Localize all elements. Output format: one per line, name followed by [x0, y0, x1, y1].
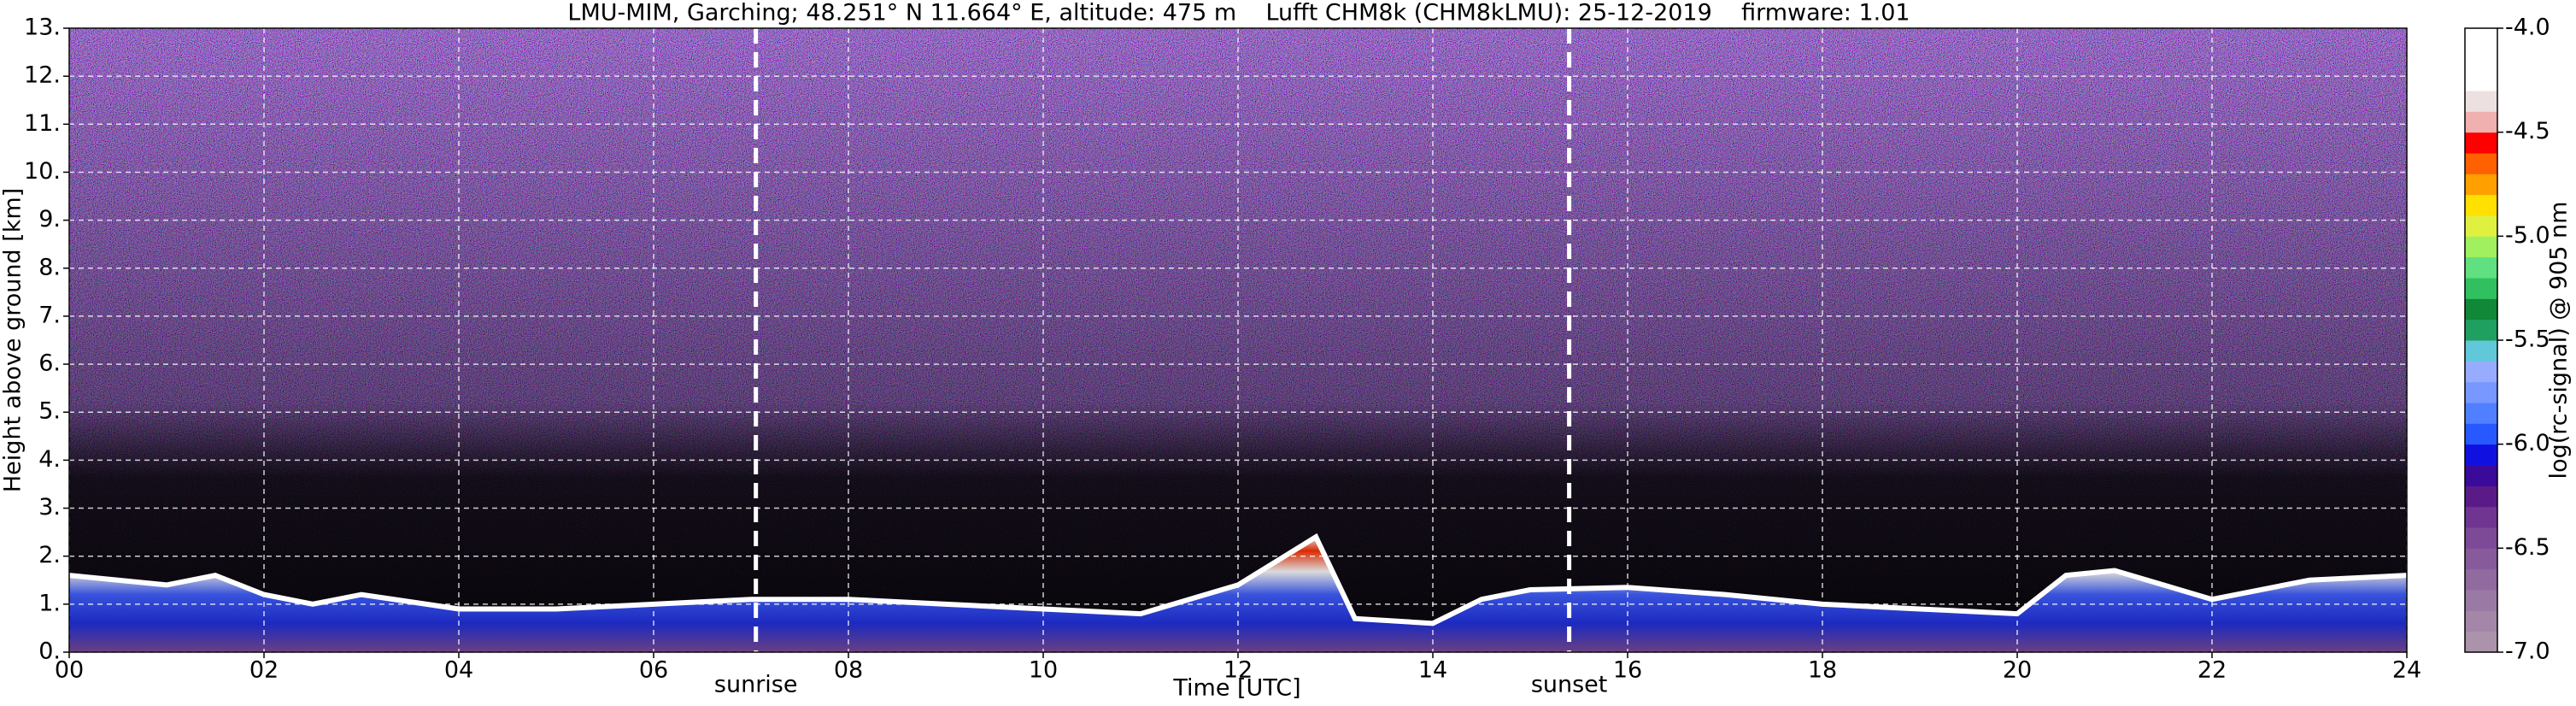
annotation-label: sunset: [1531, 672, 1608, 698]
colorbar-tick-label: -7.0: [2505, 638, 2550, 665]
colorbar-swatch: [2465, 28, 2497, 50]
y-axis-label: Height above ground [km]: [0, 188, 26, 492]
x-tick-label: 02: [249, 657, 279, 684]
y-tick-label: 5.: [38, 398, 61, 425]
colorbar-tick-label: -5.5: [2505, 327, 2550, 353]
colorbar-tick-label: -5.0: [2505, 222, 2550, 249]
colorbar-swatch: [2465, 381, 2497, 403]
colorbar-swatch: [2465, 527, 2497, 549]
colorbar-swatch: [2465, 590, 2497, 611]
x-tick-label: 12: [1223, 657, 1253, 684]
colorbar-swatch: [2465, 485, 2497, 508]
colorbar-swatch: [2465, 610, 2497, 632]
y-tick-label: 10.: [24, 158, 61, 185]
y-tick-label: 1.: [38, 590, 61, 616]
colorbar-swatch: [2465, 298, 2497, 321]
y-tick-label: 13.: [24, 15, 61, 41]
x-tick-label: 06: [639, 657, 668, 684]
colorbar-tick-label: -4.0: [2505, 15, 2550, 41]
x-tick-label: 10: [1029, 657, 1058, 684]
colorbar-swatch: [2465, 49, 2497, 71]
y-tick-label: 7.: [38, 302, 61, 328]
colorbar-swatch: [2465, 403, 2497, 424]
colorbar-tick-label: -6.0: [2505, 430, 2550, 456]
colorbar-swatch: [2465, 278, 2497, 299]
colorbar-swatch: [2465, 132, 2497, 154]
colorbar-swatch: [2465, 236, 2497, 258]
y-tick-label: 0.: [38, 638, 61, 665]
colorbar-swatch: [2465, 215, 2497, 237]
y-tick-label: 3.: [38, 494, 61, 521]
colorbar-swatch: [2465, 256, 2497, 279]
colorbar-swatch: [2465, 548, 2497, 570]
colorbar-tick-label: -4.5: [2505, 118, 2550, 144]
colorbar-tick-label: -6.5: [2505, 534, 2550, 561]
y-tick-label: 6.: [38, 350, 61, 377]
colorbar-swatch: [2465, 423, 2497, 445]
x-tick-label: 16: [1613, 657, 1642, 684]
x-tick-label: 18: [1808, 657, 1837, 684]
x-tick-label: 08: [834, 657, 863, 684]
colorbar-swatch: [2465, 568, 2497, 591]
colorbar-swatch: [2465, 444, 2497, 466]
colorbar-swatch: [2465, 361, 2497, 383]
colorbar-swatch: [2465, 69, 2497, 91]
y-tick-label: 11.: [24, 110, 61, 137]
x-tick-label: 24: [2392, 657, 2421, 684]
colorbar-swatch: [2465, 465, 2497, 486]
y-tick-label: 9.: [38, 206, 61, 232]
x-tick-label: 22: [2198, 657, 2227, 684]
plot-frame: [68, 27, 2408, 653]
x-tick-label: 00: [55, 657, 84, 684]
y-tick-label: 4.: [38, 446, 61, 473]
x-tick-label: 14: [1418, 657, 1447, 684]
y-tick-label: 12.: [24, 62, 61, 89]
colorbar-swatch: [2465, 631, 2497, 653]
colorbar-swatch: [2465, 194, 2497, 216]
y-tick-label: 8.: [38, 254, 61, 280]
colorbar-swatch: [2465, 111, 2497, 133]
chart-title: LMU-MIM, Garching; 48.251° N 11.664° E, …: [567, 0, 1910, 26]
x-tick-label: 20: [2003, 657, 2032, 684]
colorbar-swatch: [2465, 153, 2497, 174]
x-axis-label: Time [UTC]: [1172, 675, 1300, 702]
colorbar-swatch: [2465, 174, 2497, 196]
colorbar-swatch: [2465, 506, 2497, 528]
colorbar-swatch: [2465, 340, 2497, 362]
annotation-label: sunrise: [714, 672, 798, 698]
colorbar-swatch: [2465, 319, 2497, 341]
colorbar-label: log(rc-signal) @ 905 nm: [2546, 202, 2573, 479]
y-tick-label: 2.: [38, 542, 61, 568]
colorbar-swatch: [2465, 91, 2497, 112]
x-tick-label: 04: [444, 657, 473, 684]
